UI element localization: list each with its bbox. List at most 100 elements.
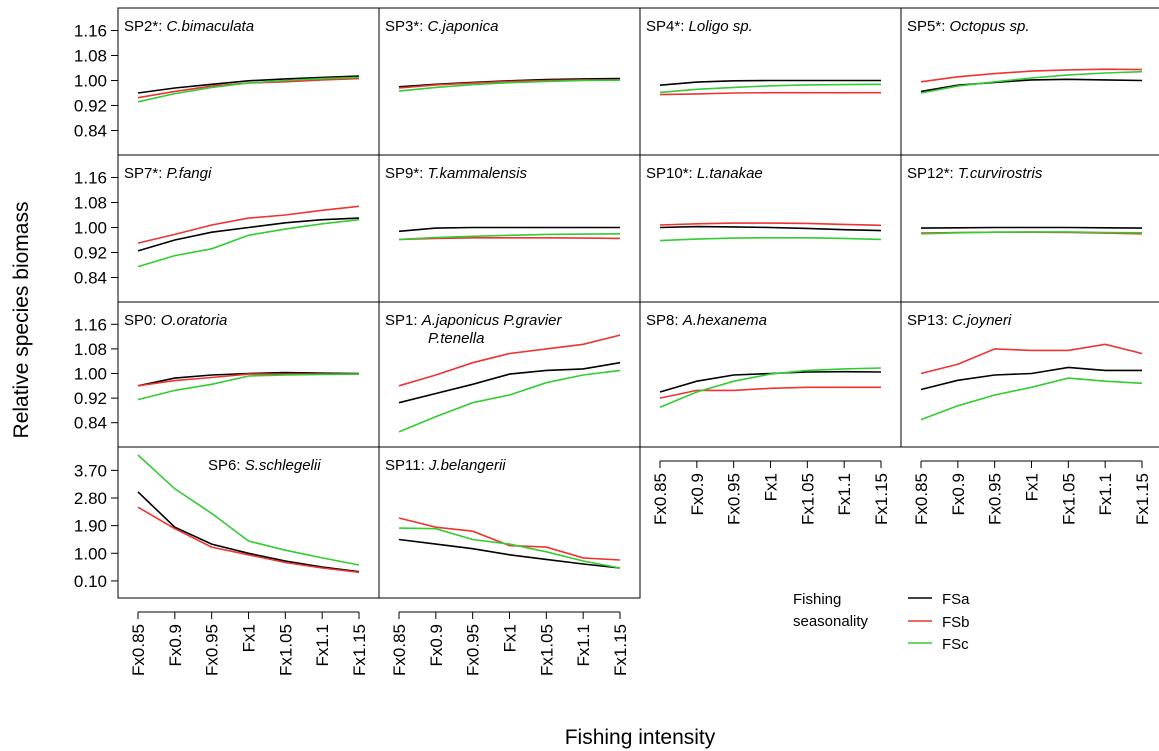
panel-sp6-xtick-label-2: Fx0.95	[203, 624, 222, 676]
panel-sp6-ytick-label-4: 0.10	[74, 572, 107, 591]
panel-sp5-series-fsb	[920, 68, 1143, 83]
panel-sp9-series-fsb	[398, 237, 621, 241]
legend-title-line1: Fishing	[793, 591, 841, 608]
panel-sp4: SP4*: Loligo sp.	[639, 7, 902, 156]
panel-sp0-ytick-label-4: 0.84	[74, 414, 107, 433]
legend-label-fsb: FSb	[942, 614, 970, 631]
panel-sp6-series-fsc	[137, 454, 360, 566]
panel-sp12-series-fsa	[920, 226, 1143, 229]
panel-sp5-series-fsc	[920, 70, 1143, 94]
panel-sp8: SP8: A.hexanema Fx0.85 Fx0.9 Fx0.95 Fx1 Fx1.0…	[639, 301, 902, 525]
panel-sp8-xtick-label-0: Fx0.85	[651, 473, 670, 525]
panel-sp9-series-fsc	[398, 233, 621, 241]
panel-sp0-title: SP0: O.oratoria	[124, 312, 227, 329]
panel-grid: 1.16 1.08 1.00 0.92 0.84 SP2*: C.bimaculata SP…	[74, 7, 1159, 676]
panel-sp13-xtick-label-1: Fx0.9	[949, 473, 968, 516]
legend: Fishing seasonality FSa FSb FSc	[793, 591, 970, 653]
legend-title-line2: seasonality	[793, 613, 869, 630]
panel-sp0-series-fsc	[137, 373, 360, 401]
panel-sp8-xtick-label-1: Fx0.9	[688, 473, 707, 516]
panel-sp11: SP11: J.belangerii Fx0.85 Fx0.9 Fx0.95 Fx1 Fx…	[378, 446, 641, 676]
panel-sp3-series-fsc	[398, 79, 621, 92]
panel-sp5: SP5*: Octopus sp.	[900, 7, 1159, 156]
panel-sp4-title: SP4*: Loligo sp.	[646, 18, 753, 35]
panel-sp6-ytick-label-3: 1.00	[74, 544, 107, 563]
panel-sp12: SP12*: T.curvirostris	[900, 154, 1159, 303]
panel-sp6-xtick-label-5: Fx1.1	[313, 624, 332, 667]
panel-sp8-title: SP8: A.hexanema	[646, 312, 767, 329]
panel-sp11-xtick-label-2: Fx0.95	[464, 624, 483, 676]
panel-sp8-series-fsc	[659, 367, 882, 409]
panel-sp2: 1.16 1.08 1.00 0.92 0.84 SP2*: C.bimaculata	[74, 7, 380, 156]
panel-sp13-frame	[900, 301, 1159, 448]
panel-sp7-ytick-label-1: 1.08	[74, 194, 107, 213]
panel-sp13-series-fsb	[920, 343, 1143, 375]
panel-sp9: SP9*: T.kammalensis	[378, 154, 641, 303]
panel-sp2-title: SP2*: C.bimaculata	[124, 18, 254, 35]
panel-sp8-xtick-label-3: Fx1	[762, 473, 781, 501]
panel-sp10-series-fsb	[659, 222, 882, 227]
panel-sp3: SP3*: C.japonica	[378, 7, 641, 156]
panel-sp0-ytick-label-3: 0.92	[74, 389, 107, 408]
panel-sp11-xtick-label-4: Fx1.05	[537, 624, 556, 676]
panel-sp13-series-fsc	[920, 377, 1143, 421]
panel-sp11-xtick-label-0: Fx0.85	[390, 624, 409, 676]
panel-sp5-title: SP5*: Octopus sp.	[907, 18, 1030, 35]
panel-sp13-xtick-label-4: Fx1.05	[1059, 473, 1078, 525]
panel-sp2-ytick-label-3: 0.92	[74, 97, 107, 116]
panel-sp13-xtick-label-6: Fx1.15	[1133, 473, 1152, 525]
panel-sp10-title: SP10*: L.tanakae	[646, 165, 763, 182]
panel-sp8-xtick-label-6: Fx1.15	[872, 473, 891, 525]
panel-sp4-series-fsa	[659, 79, 881, 86]
panel-sp10-series-fsc	[659, 237, 882, 242]
panel-sp7: 1.16 1.08 1.00 0.92 0.84 SP7*: P.fangi	[74, 154, 380, 303]
panel-sp0-ytick-label-1: 1.08	[74, 340, 107, 359]
panel-sp7-series-fsa	[137, 217, 360, 252]
panel-sp6-xtick-label-4: Fx1.05	[276, 624, 295, 676]
panel-sp11-series-fsc	[398, 527, 621, 569]
panel-sp7-series-fsc	[137, 218, 360, 268]
panel-sp13-series-fsa	[920, 366, 1142, 391]
panel-sp1-title: SP1: A.japonicus P.gravier P.tenella	[385, 312, 562, 347]
panel-sp6-series-fsb	[137, 506, 360, 574]
panel-sp6-xtick-label-6: Fx1.15	[350, 624, 369, 676]
panel-sp6-ytick-label-0: 3.70	[74, 461, 107, 480]
panel-sp9-series-fsa	[398, 226, 620, 233]
panel-sp6-ytick-label-2: 1.90	[74, 517, 107, 536]
panel-sp10-series-fsa	[659, 225, 882, 232]
x-axis-title: Fishing intensity	[565, 726, 716, 749]
panel-sp13-xtick-label-5: Fx1.1	[1096, 473, 1115, 516]
panel-sp1-series-fsc	[398, 369, 621, 433]
legend-label-fsc: FSc	[942, 636, 969, 653]
panel-sp6: 3.70 2.80 1.90 1.00 0.10 SP6: S.schlegelii Fx0…	[74, 446, 380, 676]
panel-sp11-frame	[378, 446, 641, 599]
panel-sp11-xtick-label-3: Fx1	[501, 624, 520, 652]
panel-sp12-title: SP12*: T.curvirostris	[907, 165, 1043, 182]
panel-sp2-series-fsc	[137, 76, 360, 103]
panel-sp2-ytick-label-0: 1.16	[74, 22, 107, 41]
panel-sp11-xtick-label-6: Fx1.15	[611, 624, 630, 676]
panel-sp2-series-fsa	[137, 75, 360, 94]
panel-sp13-xtick-label-0: Fx0.85	[912, 473, 931, 525]
panel-sp2-ytick-label-1: 1.08	[74, 47, 107, 66]
panel-sp7-ytick-label-2: 1.00	[74, 219, 107, 238]
panel-sp8-xtick-label-2: Fx0.95	[725, 473, 744, 525]
panel-sp8-xtick-label-4: Fx1.05	[798, 473, 817, 525]
panel-sp13-xtick-label-3: Fx1	[1023, 473, 1042, 501]
panel-sp6-series-fsa	[137, 491, 360, 573]
panel-sp12-series-fsc	[920, 231, 1143, 235]
panel-sp6-title: SP6: S.schlegelii	[208, 457, 321, 474]
panel-sp6-xtick-label-0: Fx0.85	[129, 624, 148, 676]
panel-sp11-series-fsb	[398, 517, 621, 561]
panel-sp2-ytick-label-4: 0.84	[74, 122, 107, 141]
panel-sp8-series-fsb	[659, 386, 881, 399]
panel-sp11-series-fsa	[398, 538, 621, 569]
panel-sp13-title: SP13: C.joyneri	[907, 312, 1012, 329]
panel-sp7-ytick-label-0: 1.16	[74, 169, 107, 188]
panel-sp4-series-fsc	[659, 83, 882, 94]
panel-sp6-ytick-label-1: 2.80	[74, 489, 107, 508]
y-axis-title: Relative species biomass	[10, 202, 33, 439]
panel-sp1-series-fsb	[398, 334, 621, 387]
panel-sp3-title: SP3*: C.japonica	[385, 18, 498, 35]
panel-sp0-ytick-label-0: 1.16	[74, 315, 107, 334]
